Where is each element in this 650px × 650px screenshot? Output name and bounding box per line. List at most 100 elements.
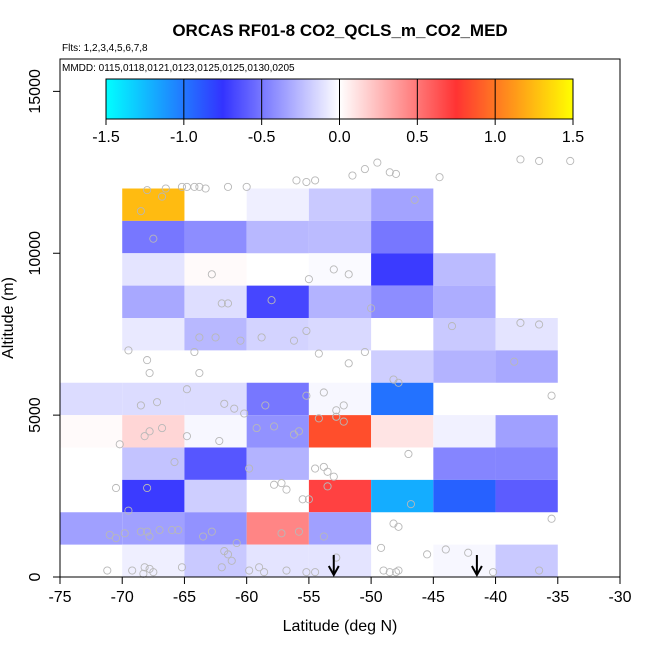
sample-point <box>329 472 338 481</box>
heatmap-cell <box>122 544 185 577</box>
sample-point <box>339 417 348 426</box>
heatmap-cell <box>433 415 496 448</box>
sample-point <box>149 568 158 577</box>
sample-point <box>389 519 398 528</box>
x-tick-label: -65 <box>173 589 196 606</box>
sample-point <box>302 177 311 187</box>
heatmap-cell <box>371 350 434 383</box>
sample-point <box>155 526 164 535</box>
heatmap-cell <box>246 188 309 221</box>
heatmap-cell <box>60 382 123 416</box>
sample-point <box>269 422 279 431</box>
x-tick-label: -40 <box>484 589 507 606</box>
y-tick-label: 0 <box>27 572 44 581</box>
sample-point <box>153 398 162 407</box>
sample-point <box>195 333 204 342</box>
sample-point <box>145 532 154 541</box>
heatmap-cell <box>495 479 558 513</box>
heatmap-cell <box>184 447 247 480</box>
heatmap-cell <box>371 382 434 416</box>
sample-point <box>344 270 353 279</box>
sample-point <box>311 176 320 185</box>
sample-point <box>319 462 328 471</box>
sample-point <box>277 529 286 538</box>
heatmap-cell <box>371 253 434 286</box>
sample-point <box>360 165 369 174</box>
sample-point <box>143 483 152 493</box>
sample-point <box>332 406 341 415</box>
sample-point <box>289 336 299 345</box>
x-tick-label: -70 <box>111 589 134 606</box>
heatmap-cell <box>308 415 372 448</box>
heatmap-cell <box>308 188 372 221</box>
sample-point <box>391 568 401 577</box>
heatmap-cell <box>60 512 123 545</box>
sample-point <box>217 299 226 308</box>
sample-point <box>294 427 303 436</box>
sample-point <box>103 566 112 575</box>
sample-point <box>282 566 291 575</box>
sample-point <box>136 207 145 216</box>
heatmap-cell <box>308 544 372 577</box>
heatmap-cell <box>122 188 185 221</box>
sample-point <box>391 169 401 178</box>
sample-point <box>489 568 498 577</box>
heatmap-cell <box>122 318 185 351</box>
sample-point <box>406 500 415 509</box>
chart-title: ORCAS RF01-8 CO2_QCLS_m_CO2_MED <box>172 21 507 40</box>
heatmap-cell <box>122 382 185 416</box>
sample-point <box>566 156 575 166</box>
heatmap-cell <box>308 479 372 513</box>
sample-point <box>157 192 167 201</box>
colorbar-ticks: -1.5 -1.0 -0.5 0.0 0.5 1.0 1.5 <box>92 119 584 146</box>
sample-point <box>136 527 145 536</box>
sample-point <box>311 464 320 473</box>
colorbar-dividers <box>183 79 496 119</box>
sample-point <box>245 566 254 575</box>
colorbar-tick-label: 1.0 <box>484 129 506 146</box>
heatmap-cell <box>371 220 434 254</box>
sample-point <box>252 424 261 433</box>
sample-point <box>269 480 279 489</box>
sample-point <box>257 333 266 342</box>
sample-point <box>547 391 556 400</box>
heatmap-cell <box>433 479 496 513</box>
x-axis-label: Latitude (deg N) <box>283 618 398 635</box>
heatmap-cell <box>122 512 185 545</box>
heatmap-cell <box>184 544 247 577</box>
sample-point <box>447 322 457 331</box>
x-tick-label: -45 <box>422 589 445 606</box>
sample-point <box>261 401 270 410</box>
sample-point <box>177 563 187 572</box>
sample-point <box>143 527 152 536</box>
sample-point <box>128 566 137 575</box>
y-axis-label: Altitude (m) <box>0 277 17 359</box>
sample-point <box>535 320 544 329</box>
heatmap-cell <box>246 382 309 416</box>
y-axis: 0 5000 10000 15000 <box>27 69 60 581</box>
sample-point <box>323 482 332 491</box>
heatmap-cell <box>246 544 309 577</box>
heatmap-cell <box>495 318 558 351</box>
sample-point <box>143 356 152 365</box>
heatmap-cell <box>246 318 309 351</box>
colorbar-tick-label: 0.5 <box>406 129 428 146</box>
sample-point <box>223 299 233 308</box>
sample-point <box>190 347 199 357</box>
heatmap-cell <box>122 479 185 513</box>
colorbar-tick-label: 0.0 <box>328 129 350 146</box>
heatmap-cell <box>495 415 558 448</box>
sample-point <box>182 385 191 394</box>
sample-point <box>242 182 251 191</box>
sample-point <box>311 568 320 577</box>
heatmap-cell <box>433 544 496 577</box>
sample-point <box>145 427 154 436</box>
sample-point <box>182 432 191 441</box>
sample-point <box>145 368 154 378</box>
sample-point <box>547 514 556 523</box>
colorbar-tick-label: -1.0 <box>170 129 198 146</box>
sample-point <box>245 464 254 473</box>
sample-point <box>190 182 199 191</box>
sample-point <box>292 176 301 185</box>
